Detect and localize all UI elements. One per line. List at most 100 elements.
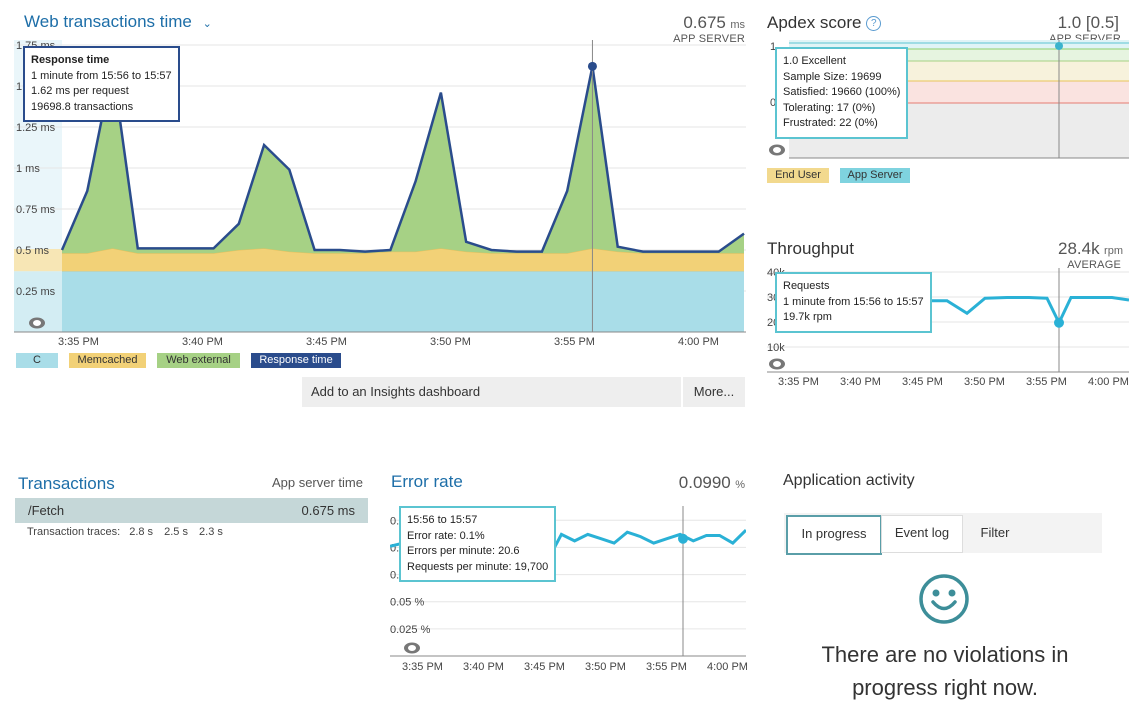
transaction-traces: Transaction traces: 2.8 s 2.5 s 2.3 s	[27, 526, 223, 538]
add-insights-button[interactable]: Add to an Insights dashboard	[302, 377, 681, 407]
transactions-row-name[interactable]: /Fetch	[28, 503, 65, 518]
smiley-icon	[919, 574, 969, 624]
no-violations-message: There are no violations in progress righ…	[821, 642, 1069, 700]
apdex-selected-point	[1055, 42, 1063, 50]
chevron-down-icon[interactable]: ⌄	[202, 18, 212, 30]
tab-in-progress[interactable]: In progress	[786, 515, 882, 555]
error-rate-ytick: 0.025 %	[390, 624, 431, 636]
apdex-band-excellent	[789, 40, 1129, 49]
eye-icon[interactable]	[769, 358, 785, 370]
web-area-web-external	[62, 66, 744, 254]
legend-memcached[interactable]: Memcached	[69, 353, 146, 368]
error-rate-tooltip: 15:56 to 15:57 Error rate: 0.1% Errors p…	[399, 506, 557, 582]
error-tooltip-line1: 15:56 to 15:57	[407, 514, 478, 526]
web-chart[interactable]: 1.75 ms1.5 ms1.25 ms1 ms0.75 ms0.5 ms0.2…	[14, 40, 746, 336]
throughput-xtick: 3:35 PM	[778, 376, 819, 388]
legend-end-user[interactable]: End User	[767, 168, 829, 183]
transactions-row[interactable]: /Fetch 0.675 ms	[15, 498, 368, 523]
error-rate-selected-point	[678, 533, 688, 544]
error-rate-x-axis: 3:35 PM 3:40 PM 3:45 PM 3:50 PM 3:55 PM 4:00 …	[390, 661, 748, 675]
legend-response-time[interactable]: Response time	[251, 353, 341, 368]
web-xtick: 4:00 PM	[678, 336, 719, 348]
web-area-c	[62, 271, 744, 332]
error-tooltip-line3: Errors per minute: 20.6	[407, 545, 520, 557]
transactions-title[interactable]: Transactions	[18, 474, 115, 493]
web-xtick: 3:55 PM	[554, 336, 595, 348]
web-response-time-line	[60, 66, 745, 253]
throughput-x-axis: 3:35 PM 3:40 PM 3:45 PM 3:50 PM 3:55 PM 4:00 …	[767, 376, 1129, 390]
throughput-xtick: 3:50 PM	[964, 376, 1005, 388]
eye-icon[interactable]	[404, 642, 420, 654]
throughput-subtitle: AVERAGE	[1067, 259, 1121, 271]
throughput-title: Throughput	[767, 239, 854, 258]
web-xtick: 3:35 PM	[58, 336, 99, 348]
throughput-ytick: 10k	[767, 342, 785, 354]
error-rate-value-unit: %	[735, 479, 745, 491]
web-ytick: 0.75 ms	[16, 204, 56, 216]
trace-link[interactable]: 2.8 s	[129, 526, 154, 538]
apdex-tooltip-line3: Satisfied: 19660 (100%)	[783, 86, 901, 98]
trace-link[interactable]: 2.3 s	[199, 526, 223, 538]
throughput-tooltip: Requests 1 minute from 15:56 to 15:57 19…	[775, 272, 932, 333]
apdex-tooltip-line4: Tolerating: 17 (0%)	[783, 101, 876, 114]
web-ytick: 0.5 ms	[16, 245, 50, 257]
throughput-value: 28.4k rpm	[1058, 239, 1123, 259]
throughput-tooltip-line3: 19.7k rpm	[783, 311, 832, 323]
web-x-axis: 3:35 PM 3:40 PM 3:45 PM 3:50 PM 3:55 PM 4:00 …	[14, 336, 746, 350]
web-tooltip-title: Response time	[31, 54, 110, 66]
web-tooltip-line1: 1 minute from 15:56 to 15:57	[31, 69, 172, 82]
web-area-memcached	[62, 248, 744, 272]
error-rate-ytick: 0.05 %	[390, 597, 424, 609]
throughput-value-unit: rpm	[1104, 245, 1123, 257]
apdex-tooltip: 1.0 Excellent Sample Size: 19699 Satisfi…	[775, 47, 909, 139]
web-xtick: 3:40 PM	[182, 336, 223, 348]
error-rate-xtick: 4:00 PM	[707, 661, 748, 673]
legend-app-server[interactable]: App Server	[840, 168, 910, 183]
trace-link[interactable]: 2.5 s	[164, 526, 188, 538]
error-tooltip-line4: Requests per minute: 19,700	[407, 560, 549, 573]
tab-filter[interactable]: Filter	[980, 525, 1010, 540]
throughput-value-number: 28.4k	[1058, 239, 1100, 258]
error-rate-xtick: 3:55 PM	[646, 661, 687, 673]
web-ytick: 0.25 ms	[16, 286, 56, 298]
error-rate-xtick: 3:50 PM	[585, 661, 626, 673]
error-rate-title[interactable]: Error rate	[391, 472, 463, 491]
transactions-row-value: 0.675 ms	[301, 503, 355, 518]
web-transactions-title[interactable]: Web transactions time ⌄	[24, 12, 212, 32]
web-left-memcached	[14, 249, 62, 272]
error-rate-value: 0.0990 %	[679, 473, 745, 493]
web-value: 0.675 ms	[683, 13, 745, 33]
throughput-xtick: 3:40 PM	[840, 376, 881, 388]
web-xtick: 3:50 PM	[430, 336, 471, 348]
tab-event-log[interactable]: Event log	[881, 515, 963, 553]
apdex-title: Apdex score ?	[767, 13, 882, 33]
web-transactions-title-text: Web transactions time	[24, 12, 192, 31]
apdex-tooltip-line5: Frustrated: 22 (0%)	[783, 117, 878, 129]
transaction-traces-label: Transaction traces:	[27, 526, 121, 538]
error-rate-xtick: 3:35 PM	[402, 661, 443, 673]
error-rate-xtick: 3:40 PM	[463, 661, 504, 673]
web-value-number: 0.675	[683, 13, 726, 32]
transactions-column-header: App server time	[271, 475, 363, 490]
throughput-tooltip-line1: Requests	[783, 280, 830, 292]
throughput-tooltip-line2: 1 minute from 15:56 to 15:57	[783, 295, 924, 308]
apdex-ytick-0: 0	[770, 97, 776, 109]
web-subtitle: APP SERVER	[673, 33, 745, 45]
web-ytick: 1 ms	[16, 163, 40, 175]
legend-c[interactable]: C	[16, 353, 58, 368]
apdex-value: 1.0 [0.5]	[1057, 13, 1119, 32]
apdex-title-text: Apdex score	[767, 13, 862, 32]
throughput-xtick: 3:55 PM	[1026, 376, 1067, 388]
eye-icon[interactable]	[29, 317, 45, 329]
web-value-unit: ms	[730, 19, 745, 31]
help-icon[interactable]: ?	[866, 16, 882, 31]
eye-icon[interactable]	[769, 144, 785, 156]
web-ytick: 1.25 ms	[16, 122, 56, 134]
error-tooltip-line2: Error rate: 0.1%	[407, 529, 485, 542]
error-rate-value-number: 0.0990	[678, 473, 731, 492]
more-button[interactable]: More...	[683, 377, 745, 407]
web-xtick: 3:45 PM	[306, 336, 347, 348]
error-rate-xtick: 3:45 PM	[524, 661, 565, 673]
legend-web-external[interactable]: Web external	[157, 353, 240, 368]
throughput-xtick: 4:00 PM	[1088, 376, 1129, 388]
